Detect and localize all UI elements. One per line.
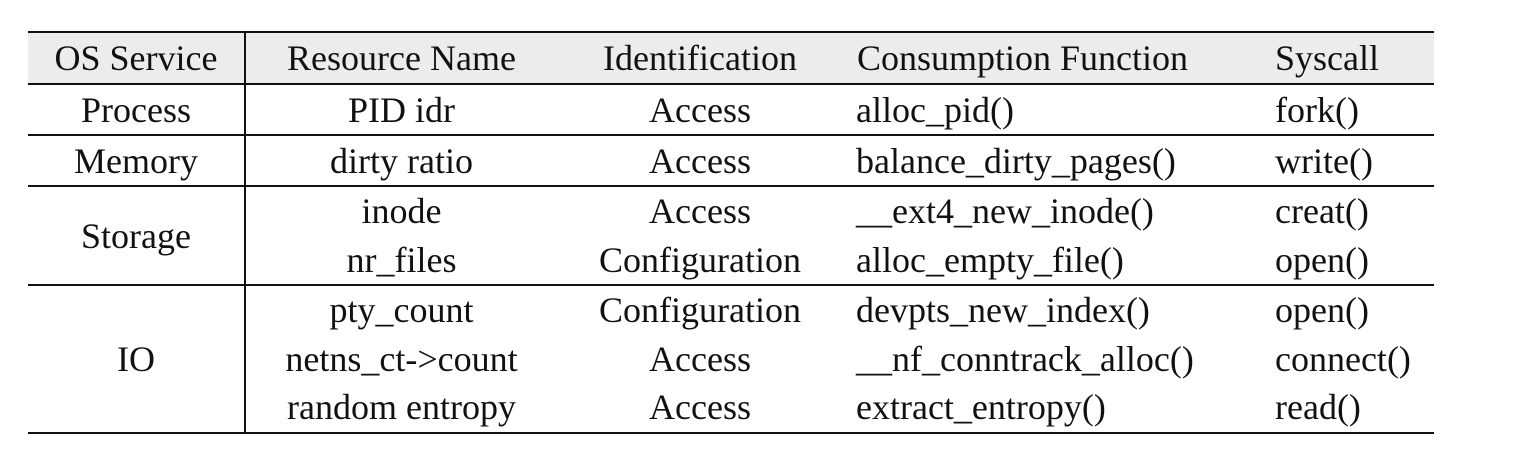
resource-table: OS Service Resource Name Identification …: [28, 31, 1434, 434]
identification-cell: Access: [557, 185, 843, 236]
function-cell: balance_dirty_pages(): [843, 134, 1261, 186]
resource-cell: PID idr: [245, 83, 557, 135]
resource-cell: random entropy: [245, 383, 557, 434]
function-cell: alloc_pid(): [843, 83, 1261, 135]
identification-cell: Access: [557, 134, 843, 186]
service-cell-memory: Memory: [28, 134, 246, 186]
function-cell: alloc_empty_file(): [856, 239, 1124, 280]
syscall-cell: read(): [1261, 383, 1434, 434]
resource-cell: dirty ratio: [245, 134, 557, 186]
header-resource-name: Resource Name: [245, 31, 557, 85]
identification-cell: Access: [649, 338, 751, 379]
header-row: OS Service Resource Name Identification …: [28, 31, 1434, 85]
resource-cell: nr_files: [346, 239, 457, 280]
table-row: Storage inode Access __ext4_new_inode() …: [28, 185, 1434, 285]
header-syscall: Syscall: [1261, 31, 1434, 85]
syscall-cell: fork(): [1261, 83, 1434, 135]
function-cell: devpts_new_index(): [843, 284, 1261, 335]
identification-cell: Access: [557, 83, 843, 135]
table-row: IO pty_count Configuration devpts_new_in…: [28, 284, 1434, 434]
service-cell-io: IO: [28, 284, 246, 434]
syscall-cell: open(): [1261, 284, 1434, 335]
service-cell-storage: Storage: [28, 185, 246, 285]
table-row: nr_files Configuration alloc_empty_file(…: [28, 236, 1434, 286]
resource-table-container: OS Service Resource Name Identification …: [28, 31, 1434, 434]
syscall-cell: write(): [1261, 134, 1434, 186]
header-consumption-function: Consumption Function: [843, 31, 1261, 85]
service-cell-process: Process: [28, 83, 246, 135]
table-body: Process PID idr Access alloc_pid() fork(…: [28, 83, 1434, 434]
syscall-cell: creat(): [1261, 185, 1434, 236]
syscall-cell: open(): [1275, 239, 1369, 280]
table-row: random entropy Access extract_entropy() …: [28, 383, 1434, 434]
table-row: Memory dirty ratio Access balance_dirty_…: [28, 134, 1434, 186]
identification-cell: Configuration: [599, 239, 801, 280]
resource-cell: inode: [245, 185, 557, 236]
identification-cell: Access: [557, 383, 843, 434]
header-os-service: OS Service: [28, 31, 246, 85]
resource-cell: pty_count: [245, 284, 557, 335]
function-cell: __nf_conntrack_alloc(): [856, 338, 1194, 379]
resource-cell: netns_ct->count: [285, 338, 518, 379]
function-cell: __ext4_new_inode(): [843, 185, 1261, 236]
function-cell: extract_entropy(): [843, 383, 1261, 434]
table-header: OS Service Resource Name Identification …: [28, 31, 1434, 85]
identification-cell: Configuration: [557, 284, 843, 335]
syscall-cell: connect(): [1275, 338, 1411, 379]
table-row: netns_ct->count Access __nf_conntrack_al…: [28, 335, 1434, 384]
table-row: Process PID idr Access alloc_pid() fork(…: [28, 83, 1434, 135]
header-identification: Identification: [557, 31, 843, 85]
